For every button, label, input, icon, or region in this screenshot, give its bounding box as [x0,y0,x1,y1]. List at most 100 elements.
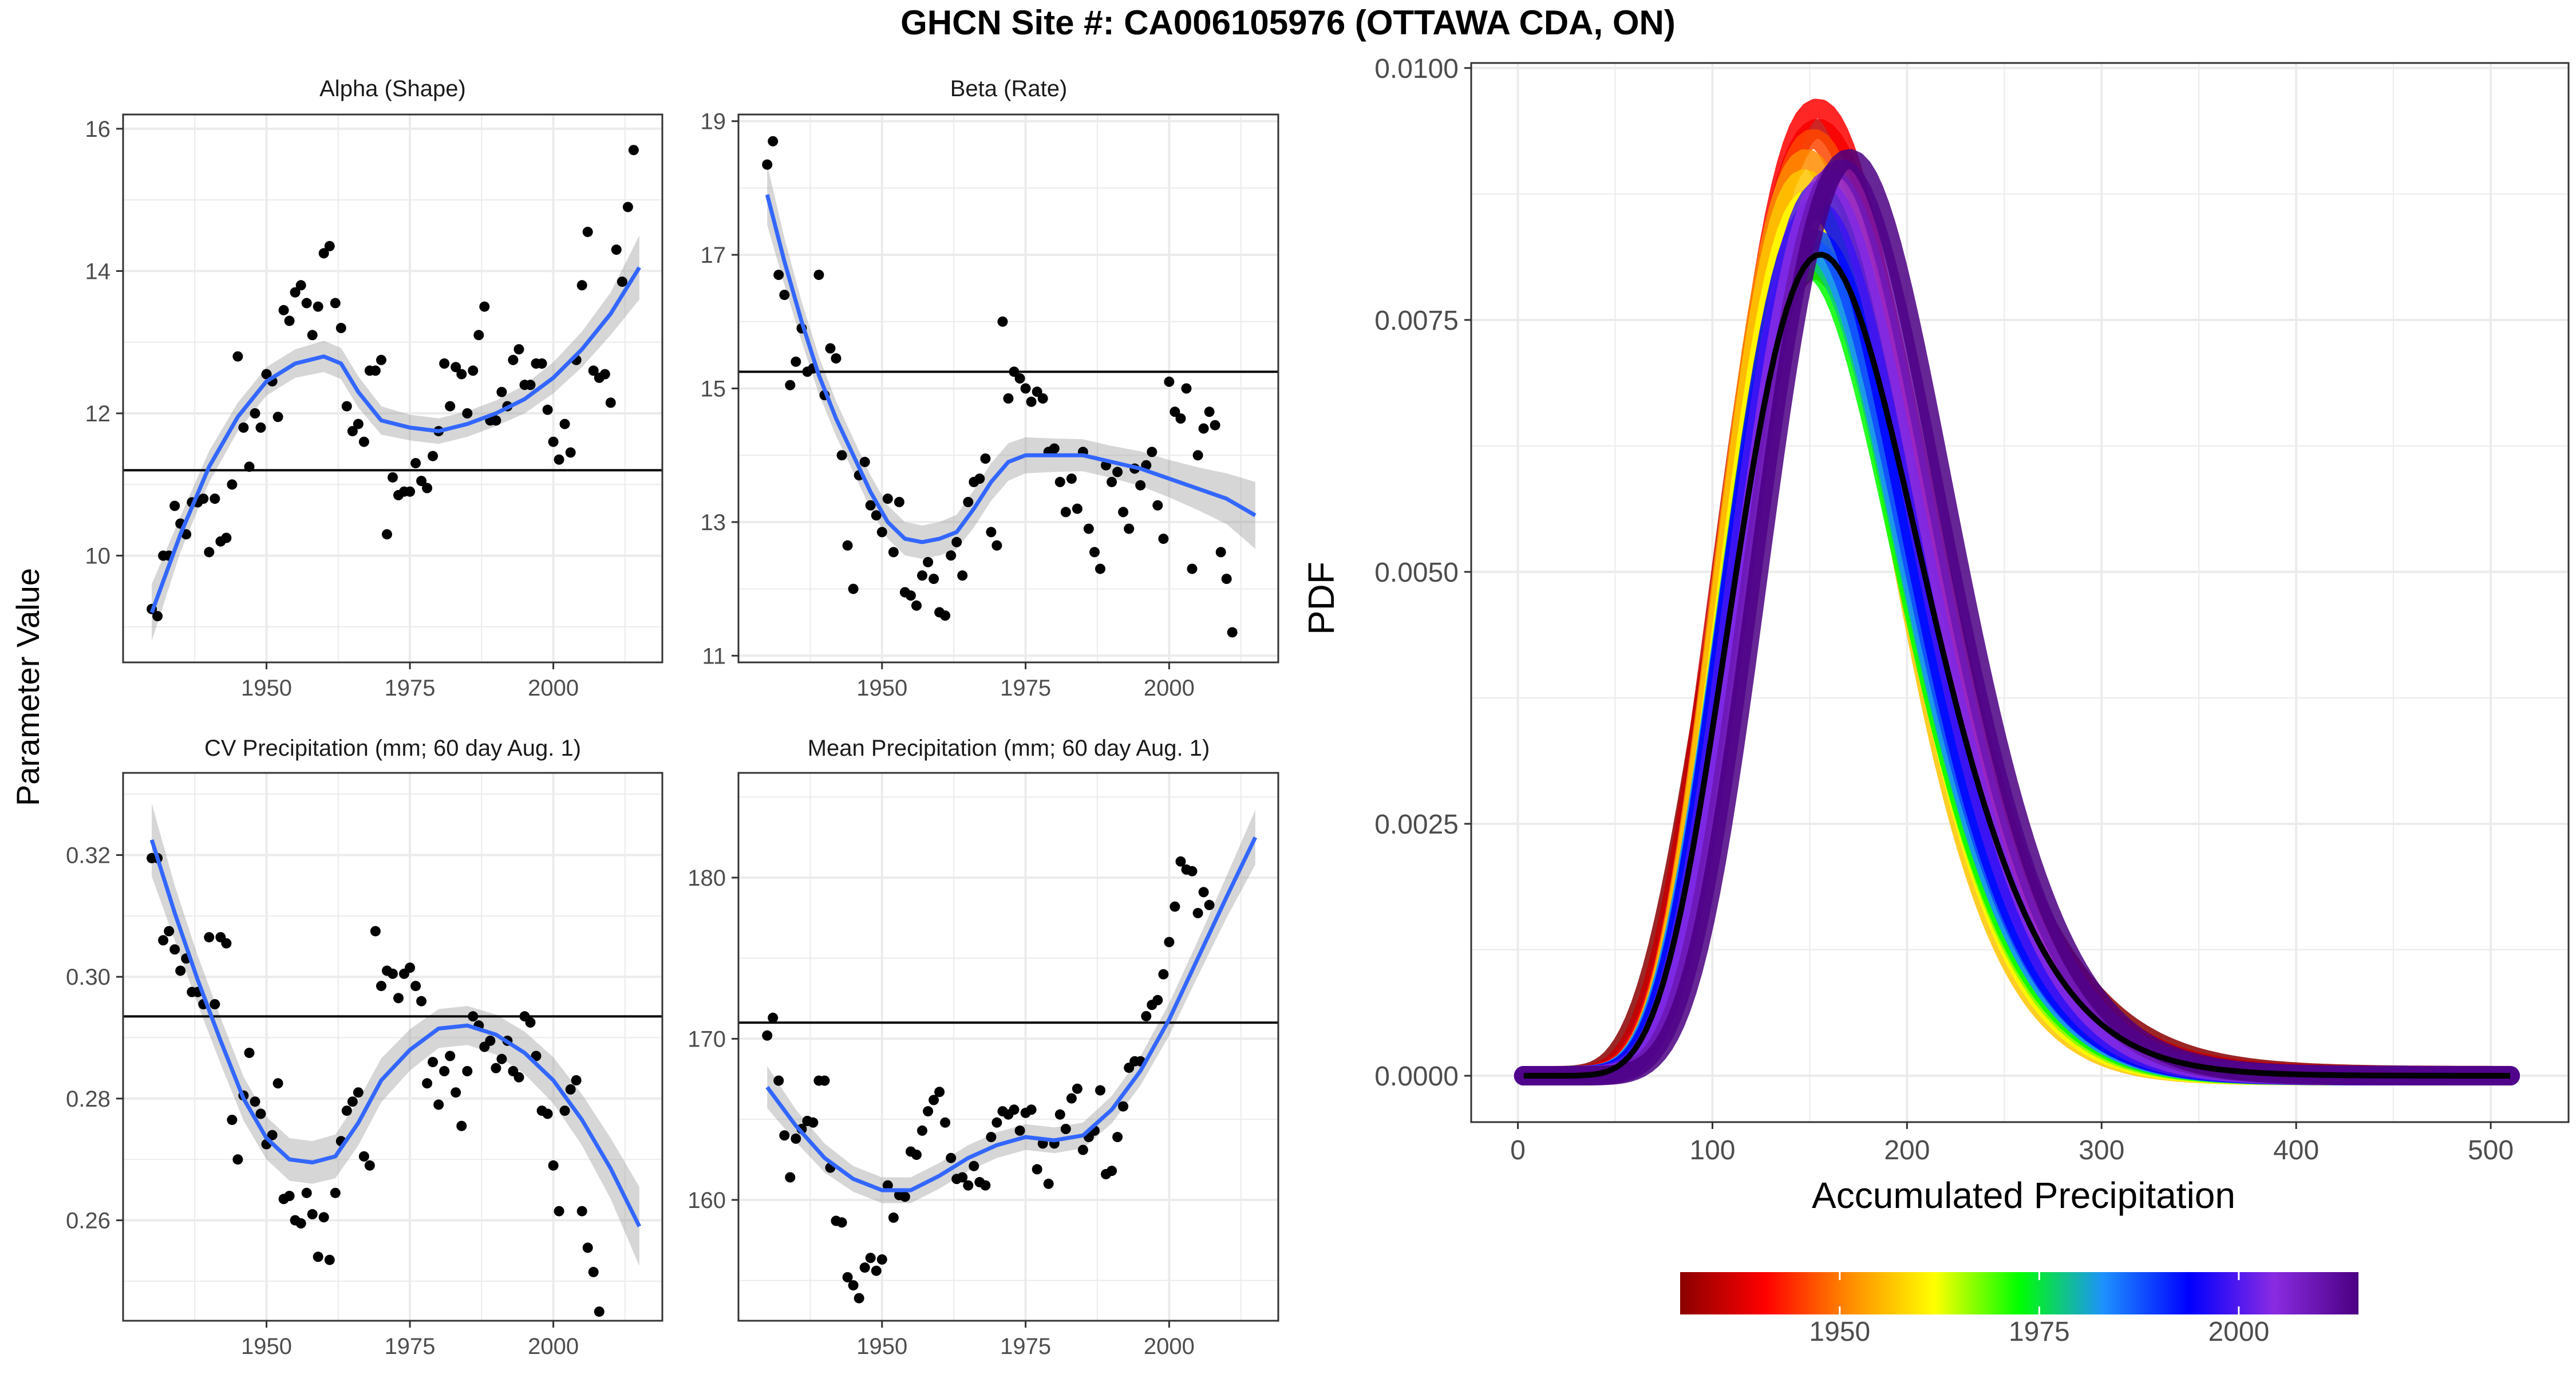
mean-pdf-curve [1523,251,2510,1079]
data-point [1026,1104,1037,1115]
data-point [1187,866,1198,876]
data-point [341,1105,352,1116]
data-point [227,479,238,490]
data-point [617,277,627,287]
smooth-trend-line [149,266,641,614]
pdf-panel-border [1470,62,2570,1123]
data-point [1112,467,1123,477]
data-point [946,550,957,561]
data-point [422,483,433,493]
data-point [871,510,882,521]
data-point [773,1075,784,1086]
data-point [785,380,796,390]
x-tick-label: 0 [1510,1135,1526,1166]
smooth-confidence-band [152,803,639,1266]
data-point [1009,1104,1020,1115]
data-point [611,244,622,255]
data-point [221,532,232,543]
data-point [571,1075,582,1085]
data-point [210,493,220,504]
data-point [278,305,289,315]
data-point [388,472,398,483]
data-point [330,1187,341,1198]
colorbar: 1950 1975 2000 [1680,1272,2358,1347]
data-point [1089,547,1100,558]
data-point [899,1191,910,1202]
data-point [1192,450,1203,461]
smooth-trend-line [765,194,1257,544]
data-point [565,447,576,458]
data-point [405,962,416,973]
data-point [1175,413,1186,424]
data-point [882,1180,893,1191]
data-point [370,926,381,937]
data-point [232,1154,243,1165]
data-point [542,1108,553,1119]
data-point [531,1051,542,1061]
panel-title-alpha: Alpha (Shape) [319,76,466,101]
figure-title: GHCN Site #: CA006105976 (OTTAWA CDA, ON… [900,3,1676,42]
data-point [1164,937,1175,947]
panel-border [737,772,1279,1322]
data-point [605,397,616,408]
data-point [1118,507,1129,518]
data-point [439,1066,450,1076]
data-point [991,540,1002,551]
data-point [559,1105,570,1116]
x-tick-label: 1950 [856,676,907,701]
data-point [599,369,610,380]
data-point [876,527,887,538]
data-point [1204,406,1215,417]
y-tick-label: 0.0100 [1374,54,1459,84]
data-point [565,1084,576,1095]
data-point [1158,969,1169,980]
smooth-confidence-band [767,164,1255,559]
data-point [940,1117,951,1128]
y-tick-label: 13 [701,510,726,535]
x-tick-label: 2000 [528,676,579,701]
data-point [1135,480,1146,491]
x-tick-label: 1950 [856,1334,907,1359]
data-point [876,1254,887,1265]
data-point [1170,901,1180,912]
x-tick-label: 1950 [241,676,292,701]
data-point [917,570,927,581]
data-point [416,476,427,487]
data-point [422,1078,433,1089]
panel-cv: CV Precipitation (mm; 60 day Aug. 1) 195… [66,736,663,1359]
data-point [318,248,329,259]
data-point [836,1217,847,1228]
data-point [1060,507,1071,518]
data-point [1118,1101,1129,1112]
data-point [986,527,997,538]
x-tick-label: 200 [1884,1135,1930,1166]
data-point [353,418,364,429]
data-point [848,1280,859,1291]
data-point [330,298,341,309]
data-point [963,496,974,507]
data-point [307,330,318,341]
y-tick-label: 19 [701,109,726,135]
data-point [842,1272,853,1282]
y-tick-label: 0.0000 [1374,1061,1459,1092]
data-point [295,1218,306,1229]
data-point [376,981,386,992]
data-point [1049,443,1060,454]
data-point [576,1206,587,1217]
data-point [1198,887,1209,898]
data-point [888,547,899,558]
data-point [295,280,306,291]
data-point [871,1265,882,1276]
pdf-x-axis-label: Accumulated Precipitation [1812,1175,2235,1216]
data-point [848,583,859,594]
x-tick-label: 2000 [528,1334,579,1359]
data-point [456,369,467,380]
data-point [169,500,180,511]
data-point [929,574,939,585]
smooth-trend-line [765,836,1258,1193]
data-point [255,422,266,433]
data-point [963,1180,974,1191]
plot-area [123,773,662,1321]
data-point [974,473,985,484]
